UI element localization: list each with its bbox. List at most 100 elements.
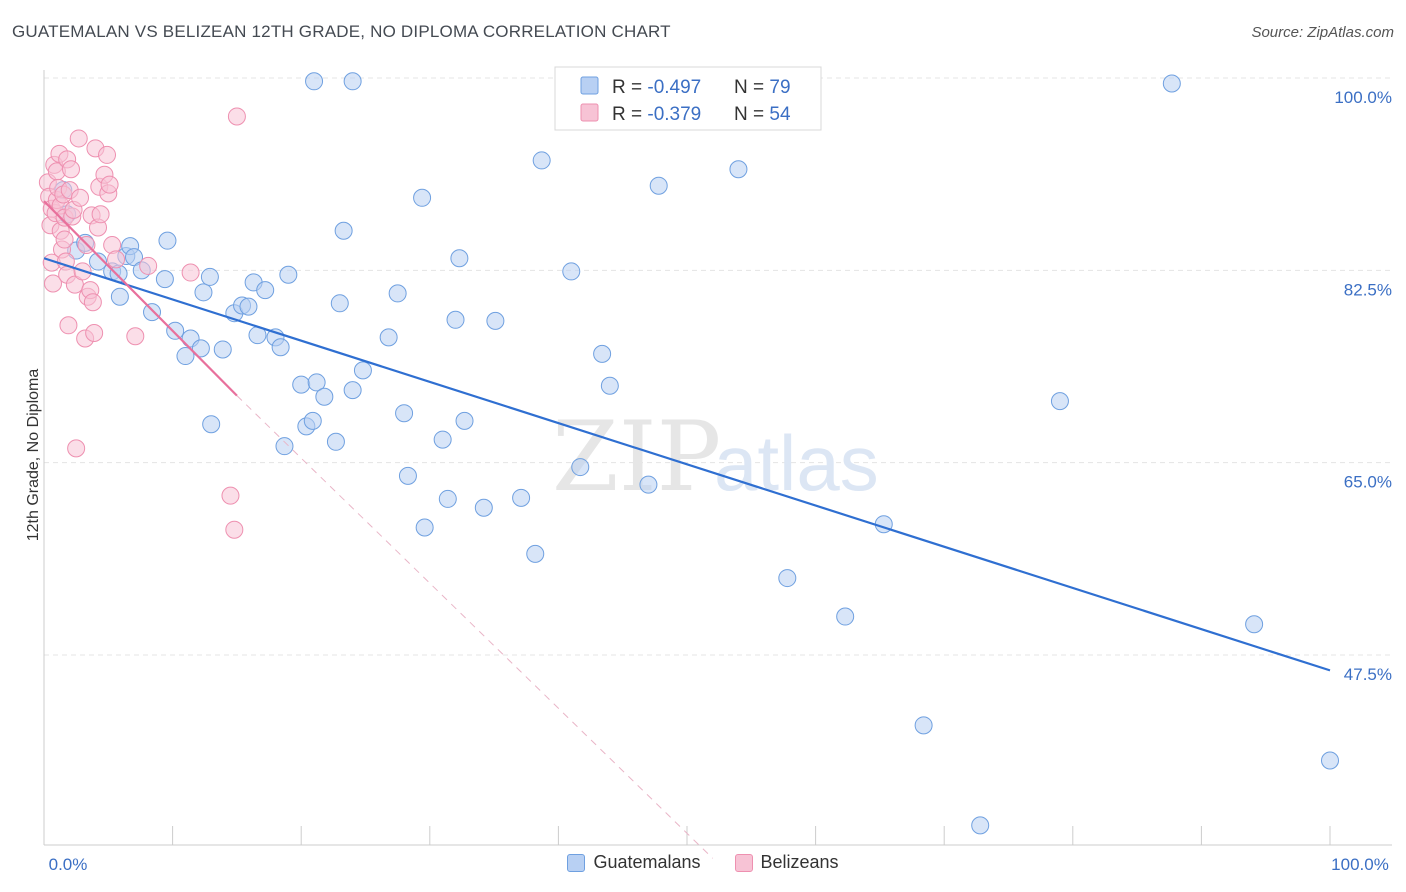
grid-lines (44, 77, 1392, 656)
guatemalans-point (388, 284, 407, 303)
belizeans-point (44, 274, 63, 293)
belizeans-point (69, 129, 88, 148)
guatemalans-point (239, 297, 258, 316)
y-tick-label: 82.5% (1344, 280, 1392, 299)
belizeans-point (85, 323, 104, 342)
belizeans-point (221, 486, 240, 505)
guatemalans-point (1245, 615, 1264, 634)
guatemalans-point (486, 311, 505, 330)
guatemalans-point (275, 437, 294, 456)
legend-swatch-belizeans (580, 103, 599, 122)
belizeans-point (59, 316, 78, 335)
guatemalans-point (256, 281, 275, 300)
guatemalans-point (395, 404, 414, 423)
legend-n-value: 54 (769, 104, 791, 125)
legend-swatch-guatemalans (580, 76, 599, 95)
belizeans-point (83, 293, 102, 312)
guatemalans-point (303, 411, 322, 430)
guatemalans-point (343, 72, 362, 91)
guatemalans-point (600, 376, 619, 395)
guatemalans-point (1050, 392, 1069, 411)
guatemalans-point (158, 231, 177, 250)
guatemalans-point (271, 338, 290, 357)
data-points (38, 72, 1339, 835)
guatemalans-point (1321, 751, 1339, 770)
watermark-zip: ZIP (552, 401, 721, 513)
legend-n: N = 79 (734, 77, 791, 98)
legend-r-label: R = (612, 104, 647, 125)
guatemalans-point (353, 361, 372, 380)
belizeans-point (100, 175, 119, 194)
guatemalans-point (413, 188, 432, 207)
y-tick-labels: 100.0% 82.5% 65.0% 47.5% (1334, 88, 1392, 684)
guatemalans-point (415, 518, 434, 537)
guatemalans-point (778, 569, 797, 588)
belizeans-point (126, 327, 145, 346)
legend-item-guatemalans[interactable]: Guatemalans (567, 852, 701, 873)
guatemalans-point (450, 249, 469, 268)
legend-n-value: 79 (769, 77, 790, 98)
guatemalans-point (330, 294, 349, 313)
legend-n: N = 54 (734, 104, 791, 125)
legend-r-value: -0.379 (647, 104, 701, 125)
chart-title: GUATEMALAN VS BELIZEAN 12TH GRADE, NO DI… (12, 22, 671, 41)
x-tick-labels: 0.0% 100.0% (49, 855, 1389, 874)
guatemalans-point (292, 375, 311, 394)
watermark-atlas: atlas (714, 419, 879, 507)
guatemalans-point (474, 498, 493, 517)
guatemalans-point (110, 287, 129, 306)
guatemalans-point (166, 321, 185, 340)
guatemalans-point (455, 411, 474, 430)
legend-box (554, 66, 822, 131)
guatemalans-point (571, 458, 590, 477)
guatemalans-point (593, 344, 612, 363)
x-tick-label-min: 0.0% (49, 855, 88, 874)
x-tick-label-max: 100.0% (1331, 855, 1389, 874)
guatemalans-point (200, 267, 219, 286)
guatemalans-point (191, 339, 210, 358)
guatemalans-point (326, 432, 345, 451)
legend-row: R = -0.497 (612, 77, 701, 98)
belizeans-point (55, 230, 74, 249)
guatemalans-point (433, 430, 452, 449)
guatemalans-point (315, 387, 334, 406)
belizeans-point (98, 145, 117, 164)
y-tick-label: 47.5% (1344, 665, 1392, 684)
y-tick-label: 100.0% (1334, 88, 1392, 107)
guatemalans-point (446, 310, 465, 329)
guatemalans-point (125, 248, 144, 267)
guatemalans-point (971, 816, 990, 835)
guatemalans-point (649, 176, 668, 195)
guatemalans-point (914, 716, 933, 735)
swatch-guatemalans (567, 853, 586, 872)
legend-label-belizeans: Belizeans (760, 852, 839, 872)
legend: R = -0.497 N = 79 R = -0.379 N = 54 (554, 66, 822, 131)
bottom-legend: Guatemalans Belizeans (0, 852, 1406, 873)
watermark: ZIP atlas (552, 401, 879, 513)
guatemalans-point (213, 340, 232, 359)
guatemalans-point (1162, 74, 1181, 93)
guatemalans-point (194, 283, 213, 302)
guatemalans-point (398, 466, 417, 485)
guatemalans-point (532, 151, 551, 170)
guatemalans-point (155, 270, 174, 289)
guatemalans-point (176, 347, 195, 366)
guatemalans-point (379, 328, 398, 347)
source-label: Source: ZipAtlas.com (1251, 24, 1394, 41)
guatemalans-trend-line (43, 257, 1331, 672)
guatemalans-point (334, 221, 353, 240)
legend-r-value: -0.497 (647, 77, 701, 98)
legend-item-belizeans[interactable]: Belizeans (734, 852, 839, 873)
legend-label-guatemalans: Guatemalans (593, 852, 701, 872)
guatemalans-point (526, 544, 545, 563)
belizeans-point (225, 520, 244, 539)
belizeans-point (71, 188, 90, 207)
y-axis-label: 12th Grade, No Diploma (25, 369, 42, 542)
guatemalans-point (343, 381, 362, 400)
y-tick-label: 65.0% (1344, 473, 1392, 492)
belizeans-point (107, 250, 126, 269)
belizeans-point (139, 256, 158, 275)
belizeans-point (62, 160, 81, 179)
guatemalans-point (512, 488, 531, 507)
